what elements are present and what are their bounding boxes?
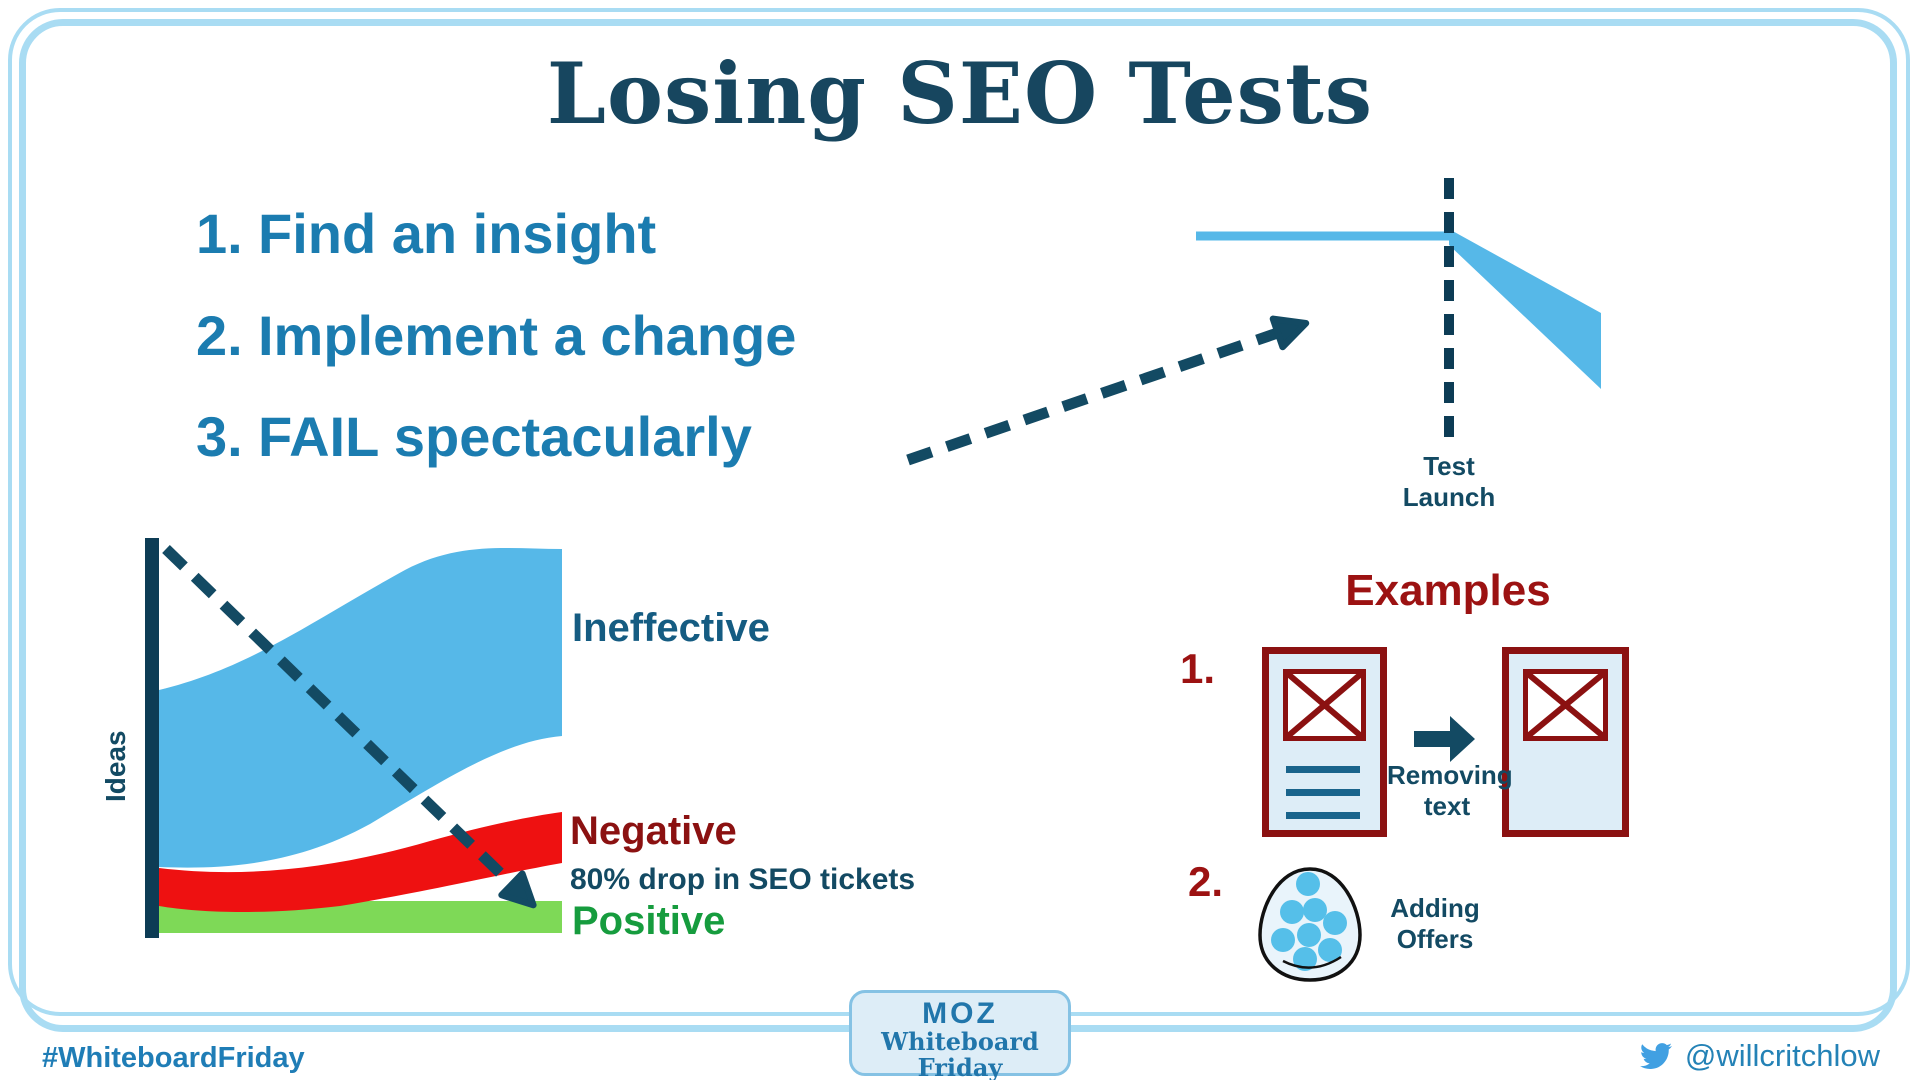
caption-line: Offers xyxy=(1396,924,1474,954)
step-label: Find an insight xyxy=(258,202,657,265)
seo-tickets-annotation: 80% drop in SEO tickets xyxy=(570,863,916,896)
image-placeholder-icon xyxy=(1283,669,1366,741)
ineffective-label: Ineffective xyxy=(572,606,770,650)
twitter-bird-icon xyxy=(1639,1043,1672,1069)
test-launch-line2: Launch xyxy=(1402,482,1496,512)
caption-line: Adding xyxy=(1390,893,1480,923)
text-line xyxy=(1286,766,1360,773)
whiteboard-friday-label: Whiteboard Friday xyxy=(881,1027,1039,1080)
caption-line: text xyxy=(1423,791,1471,821)
frame-inner-border xyxy=(19,19,1897,1032)
test-launch-label: Test Launch xyxy=(1394,451,1504,513)
example-2-number: 2. xyxy=(1188,858,1224,905)
steps-list: 1. Find an insight 2. Implement a change… xyxy=(196,203,796,508)
step-number: 1. xyxy=(196,202,243,265)
moz-whiteboard-friday-badge: MOZ Whiteboard Friday xyxy=(849,990,1071,1080)
example-2-caption: Adding Offers xyxy=(1377,893,1493,955)
step-item-3: 3. FAIL spectacularly xyxy=(196,406,796,468)
negative-label: Negative xyxy=(570,809,737,853)
wireframe-after xyxy=(1502,647,1629,837)
twitter-handle: @willcritchlow xyxy=(1684,1038,1880,1073)
ideas-axis-label: Ideas xyxy=(100,730,131,802)
wireframe-before xyxy=(1262,647,1387,837)
example-1-caption: Removing text xyxy=(1387,760,1513,822)
step-item-2: 2. Implement a change xyxy=(196,303,797,367)
text-line xyxy=(1286,812,1360,819)
step-item-1: 1. Find an insight xyxy=(196,203,796,265)
step-label: FAIL spectacularly xyxy=(258,405,752,469)
text-line xyxy=(1286,789,1360,796)
positive-label: Positive xyxy=(572,899,726,943)
examples-heading: Examples xyxy=(1345,566,1551,615)
whiteboard-friday-hashtag: #WhiteboardFriday xyxy=(42,1042,305,1074)
twitter-handle-row: @willcritchlow xyxy=(1637,1038,1880,1074)
caption-line: Removing xyxy=(1387,760,1513,790)
page-title: Losing SEO Tests xyxy=(546,44,1374,143)
example-1-number: 1. xyxy=(1180,645,1216,692)
moz-logo: MOZ xyxy=(922,997,998,1030)
image-placeholder-icon xyxy=(1523,669,1608,741)
test-launch-line1: Test xyxy=(1423,451,1475,481)
step-number: 2. xyxy=(196,303,243,367)
step-number: 3. xyxy=(196,405,243,469)
step-label: Implement a change xyxy=(258,303,797,367)
